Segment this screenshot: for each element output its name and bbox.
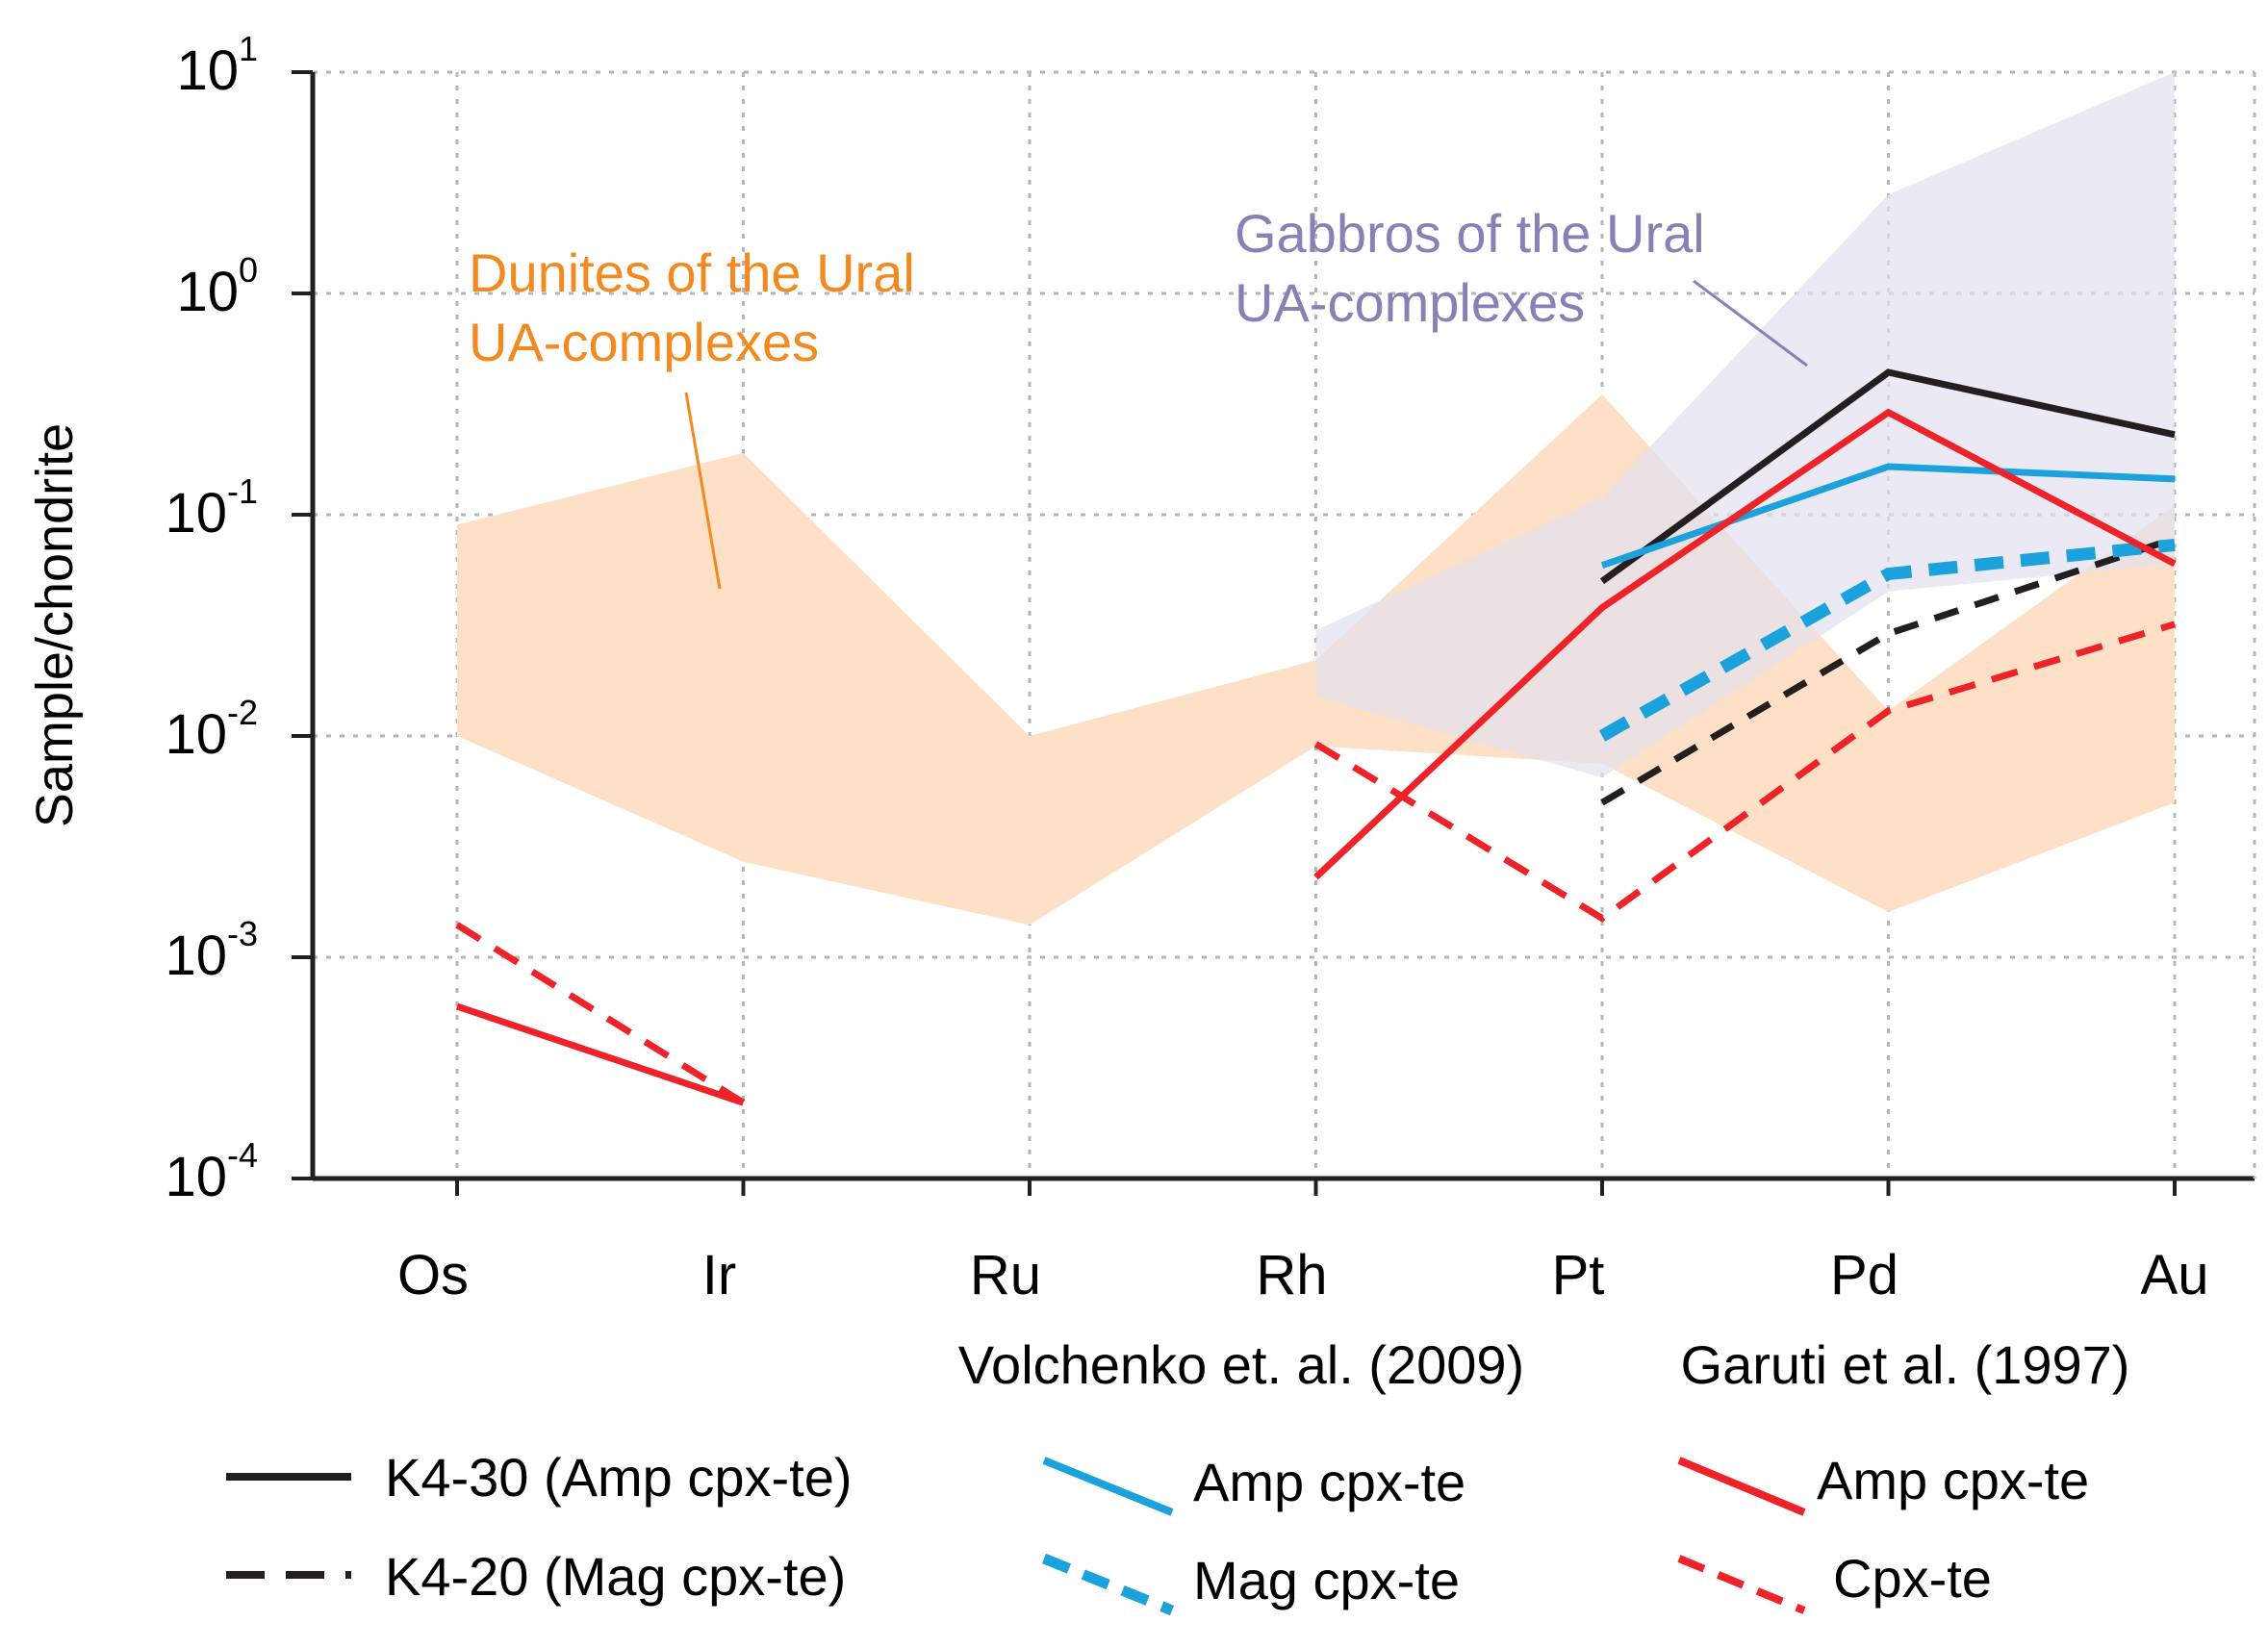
gabbros-region (1315, 72, 2175, 778)
legend-item: Amp cpx-te (1042, 1452, 1465, 1516)
legend-item: K4-30 (Amp cpx-te) (226, 1447, 853, 1508)
data-series (455, 368, 2177, 1106)
shaded-regions (457, 72, 2175, 925)
y-tick-base: 10 (165, 1146, 227, 1208)
dunites-label: Dunites of the Ural UA-complexes (469, 242, 915, 372)
series-line (1313, 408, 2177, 880)
gabbros-label: Gabbros of the Ural UA-complexes (1235, 203, 1705, 333)
y-tick-base: 10 (176, 39, 239, 102)
series-3-mag-cpx-te (1598, 538, 2176, 742)
legend-swatch (1677, 1457, 1806, 1516)
y-tick-label--3: 10-3 (165, 914, 258, 987)
x-tick-label-au: Au (2141, 1244, 2209, 1306)
x-tick-label-rh: Rh (1256, 1244, 1327, 1306)
legend-label: Mag cpx-te (1193, 1550, 1460, 1610)
dunites-region (457, 393, 2175, 925)
y-tick-exp: -3 (227, 914, 258, 953)
y-tick-exp: -4 (227, 1135, 258, 1175)
legend-label: Amp cpx-te (1193, 1452, 1465, 1512)
y-tick-exp: -1 (227, 471, 258, 511)
legend-label: Amp cpx-te (1817, 1450, 2089, 1510)
legend-swatch (1042, 1457, 1174, 1516)
series-line (1598, 538, 2176, 742)
y-tick-exp: 1 (239, 29, 258, 68)
y-axis-label: Sample/chondrite (26, 423, 84, 827)
y-tick-exp: 0 (239, 250, 258, 290)
y-tick-label--4: 10-4 (165, 1135, 258, 1208)
x-tick-label-ru: Ru (970, 1244, 1041, 1306)
y-tick-base: 10 (165, 482, 227, 545)
legend-item: Cpx-te (1677, 1548, 1992, 1614)
legend: K4-30 (Amp cpx-te) K4-20 (Mag cpx-te) Amp … (226, 1447, 2089, 1616)
y-tick-exp: -2 (227, 693, 258, 732)
series-line (1599, 368, 2176, 585)
y-tick-base: 10 (176, 261, 239, 323)
dunites-pointer (684, 392, 722, 590)
legend-item: K4-20 (Mag cpx-te) (226, 1546, 846, 1607)
series-2-amp-cpx-te (1600, 463, 2176, 570)
series-4-amp-cpx-te (455, 408, 2177, 1106)
gabbros-label-line: UA-complexes (1235, 272, 1585, 333)
legend-item: Mag cpx-te (1041, 1550, 1460, 1616)
legend-item: Amp cpx-te (1677, 1450, 2089, 1516)
series-line (455, 922, 746, 1106)
dunites-label-line: UA-complexes (469, 312, 819, 372)
x-tick-label-pt: Pt (1552, 1244, 1605, 1306)
gabbros-pointer (1693, 279, 1808, 368)
series-5-cpx-te (455, 621, 2177, 1106)
legend-label: Cpx-te (1833, 1548, 1992, 1609)
y-tick-label--2: 10-2 (165, 693, 258, 766)
legend-label: K4-30 (Amp cpx-te) (385, 1447, 853, 1508)
y-tick-base: 10 (165, 925, 227, 987)
legend-swatch (1041, 1553, 1175, 1616)
y-tick-label--1: 10-1 (165, 471, 258, 545)
x-tick-label-ir: Ir (702, 1244, 736, 1306)
series-line (1313, 621, 2177, 923)
legend-label: K4-20 (Mag cpx-te) (385, 1546, 846, 1607)
legend-swatch (1677, 1555, 1806, 1614)
reference-garuti: Garuti et al. (1997) (1681, 1334, 2130, 1395)
series-0-k4-30-amp-cpx-te- (1599, 368, 2176, 585)
series-line (455, 1002, 745, 1106)
dunites-label-line: Dunites of the Ural (469, 242, 915, 303)
reference-volchenko: Volchenko et. al. (2009) (958, 1334, 1524, 1395)
gabbros-label-line: Gabbros of the Ural (1235, 203, 1705, 264)
x-tick-label-pd: Pd (1830, 1244, 1898, 1306)
x-tick-label-os: Os (397, 1244, 469, 1306)
y-tick-label-1: 101 (176, 29, 258, 102)
y-tick-label-0: 100 (176, 250, 258, 323)
y-tick-base: 10 (165, 703, 227, 766)
series-line (1600, 463, 2176, 570)
